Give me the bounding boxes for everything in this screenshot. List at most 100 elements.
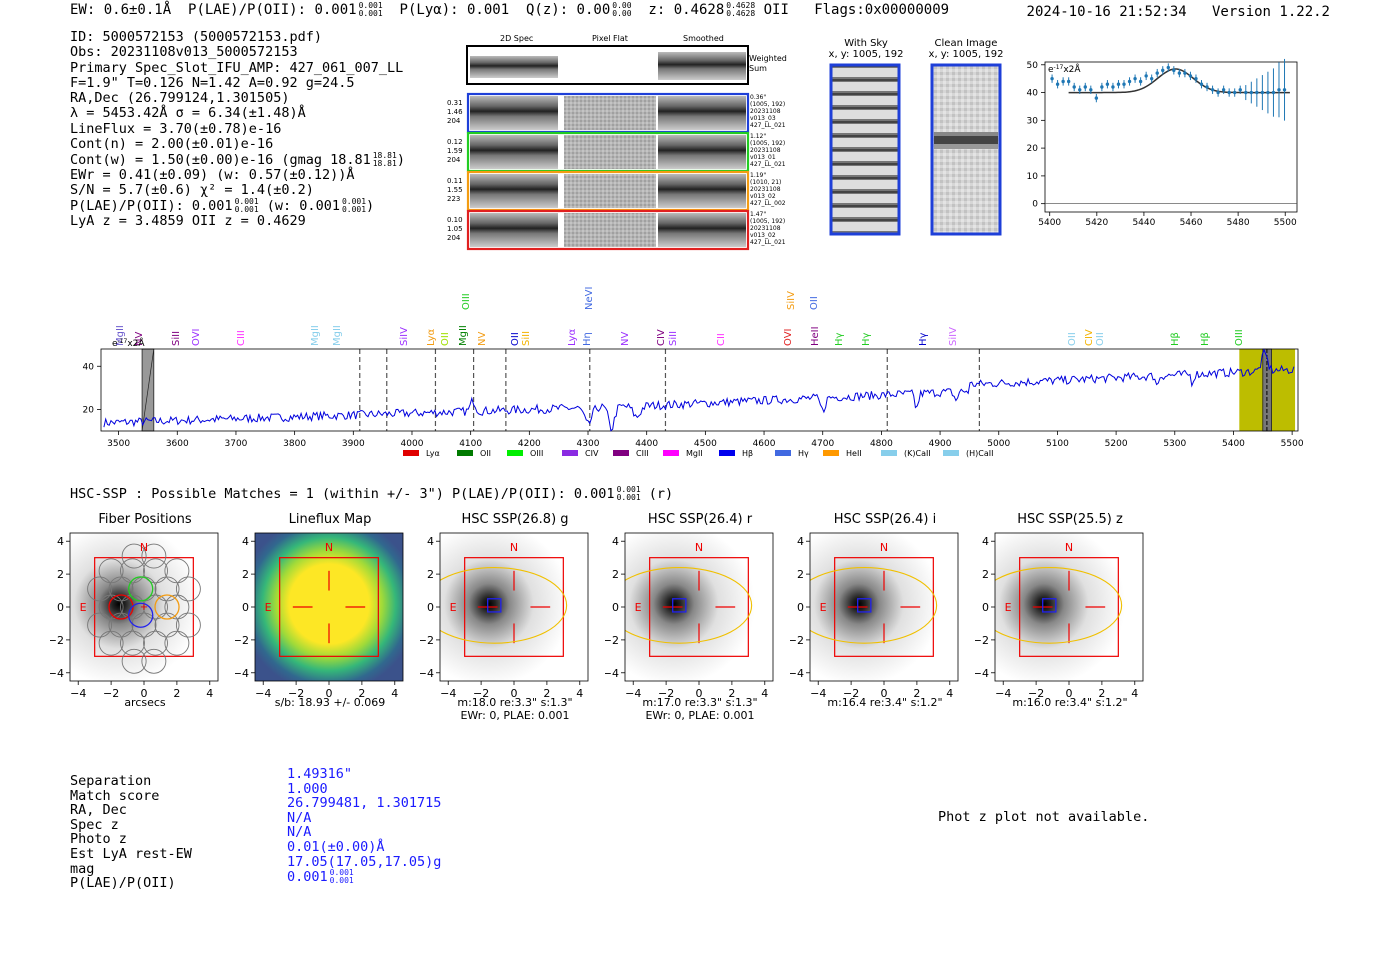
line-fit-point: [1266, 90, 1270, 95]
cutout-2dspec: [470, 96, 558, 130]
line-fit-ytick: 20: [1027, 144, 1039, 154]
info-ewr: EWr = 0.41(±0.09) (w: 0.57(±0.12))Å: [70, 166, 355, 183]
line-fit-xtick: 5420: [1085, 218, 1108, 228]
hsc-caption-line1: m:16.4 re:3.4" s:1.2": [827, 696, 943, 709]
fiber-circle: [98, 630, 124, 656]
cutout-smoothed: [658, 174, 746, 208]
with-sky-coords: x, y: 1005, 192: [828, 49, 904, 60]
north-marker: N: [325, 541, 333, 554]
spectrum-xtick: 4800: [870, 439, 893, 449]
line-fit-point: [1083, 85, 1087, 89]
hsc-xtick: −2: [288, 687, 304, 700]
legend-label: Hβ: [742, 449, 753, 458]
match-value: 26.799481, 1.301715: [287, 795, 442, 812]
match-plae-sup: 0.001: [329, 868, 354, 878]
hsc-title-sub: 0.001: [616, 493, 641, 502]
spectrum-xtick: 5500: [1281, 439, 1304, 449]
hsc-xtick: 2: [358, 687, 365, 700]
info-plae: P(LAE)/P(OII): 0.001 0.001 0.001 (w: 0.001…: [70, 197, 375, 215]
hsc-ytick: −2: [605, 634, 619, 647]
info-contw-sub: 18.81: [372, 159, 397, 169]
spectrum-trace: [103, 348, 1295, 432]
line-fit-point: [1122, 82, 1126, 86]
info-lambda: λ = 5453.42Å σ = 6.34(±1.48)Å: [70, 105, 306, 122]
header-qz-sub: 0.00: [612, 9, 632, 18]
spectrum-xtick: 5400: [1222, 439, 1245, 449]
info-slot: Primary Spec_Slot_IFU_AMP: 427_061_007_L…: [70, 59, 404, 76]
header-z-line: OII: [763, 2, 789, 18]
info-radec: RA,Dec (26.799124,1.301505): [70, 90, 290, 107]
spectrum-xtick: 3600: [166, 439, 189, 449]
hsc-title-suffix: (r): [648, 486, 674, 502]
line-fit-point: [1216, 90, 1220, 95]
spectrum-xtick: 4100: [459, 439, 482, 449]
hsc-panel-caption: s/b: 18.93 +/- 0.069: [245, 696, 415, 709]
legend-swatch: [775, 450, 791, 456]
source-box: [1042, 598, 1057, 613]
header-flags: Flags:0x00000009: [814, 2, 950, 18]
info-plae-sup: 0.001: [234, 197, 259, 207]
cutout-row-left-label: 0.12 1.59 204: [447, 138, 463, 164]
hsc-ytick: −4: [420, 667, 434, 680]
north-marker: N: [880, 541, 888, 554]
clean-image-coords: x, y: 1005, 192: [928, 49, 1004, 60]
line-fit-point: [1127, 79, 1132, 84]
fiber-highlight: [108, 594, 134, 620]
line-fit-point: [1050, 76, 1054, 81]
east-marker: E: [1005, 601, 1012, 614]
line-fit-point: [1205, 85, 1209, 89]
line-fit-point: [1199, 82, 1204, 86]
match-label: Photo z: [70, 831, 127, 848]
match-value: N/A: [287, 824, 312, 841]
hsc-panel-image: N E 4 2 0 −2 −4 −4 −2 0 2 4: [420, 532, 589, 700]
fiber-circle: [120, 558, 145, 584]
north-marker: N: [1065, 541, 1073, 554]
header-plya: P(Lyα): 0.001: [399, 2, 510, 18]
line-fit-ytick: 40: [1027, 89, 1039, 99]
fiber-highlight: [154, 594, 180, 620]
line-fit-point: [1066, 79, 1071, 84]
hsc-xtick: −4: [440, 687, 456, 700]
hsc-ytick: −4: [235, 667, 249, 680]
line-fit-axes: [1044, 61, 1298, 213]
spectrum-ylabel: e-17x2Å: [112, 337, 145, 349]
hsc-ytick: 2: [242, 568, 249, 581]
north-marker: N: [695, 541, 703, 554]
cutout-pixelflat: [564, 213, 656, 247]
hsc-panel-caption: m:17.0 re:3.3" s:1.3" EWr: 0, PLAE: 0.001: [615, 696, 785, 722]
cutouts-panel: 2D Spec Pixel Flat Smoothed Weighted Sum…: [440, 32, 800, 257]
line-fit-xtick: 5400: [1038, 218, 1061, 228]
line-fit-xtick: 5460: [1180, 218, 1203, 228]
line-fit-point: [1282, 88, 1287, 92]
hsc-xtick: 4: [391, 687, 398, 700]
hsc-title-sup: 0.001: [616, 485, 641, 494]
legend-swatch: [403, 450, 419, 456]
header-plae: P(LAE)/P(OII): 0.001: [188, 2, 357, 18]
header-right: 2024-10-16 21:52:34 Version 1.22.2: [1027, 4, 1330, 20]
spectrum-xtick: 4000: [401, 439, 424, 449]
hsc-panel-caption: arcsecs: [60, 696, 230, 709]
legend-label: CIII: [636, 449, 649, 458]
fiber-circle: [175, 612, 201, 638]
match-label: P(LAE)/P(OII): [70, 875, 176, 892]
hsc-panel-title: HSC SSP(25.5) z: [1017, 512, 1123, 527]
hsc-ytick: −2: [420, 634, 434, 647]
hsc-xtick: 0: [1066, 687, 1073, 700]
sky-images: [829, 63, 1002, 236]
spectrum-axes: [100, 348, 1299, 432]
hsc-xtick: −4: [70, 687, 86, 700]
hsc-caption-line1: m:18.0 re:3.3" s:1.3": [457, 696, 573, 709]
galaxy-ellipse: [625, 566, 753, 644]
hsc-xtick: −2: [843, 687, 859, 700]
fiber-circle: [141, 543, 167, 569]
spectrum-xtick: 5200: [1105, 439, 1128, 449]
spectrum-xtick: 4500: [694, 439, 717, 449]
line-fit-point: [1210, 88, 1215, 92]
line-fit-point: [1138, 79, 1143, 84]
hsc-ytick: −2: [50, 634, 64, 647]
galaxy-ellipse: [810, 566, 938, 644]
hsc-title-text: HSC-SSP : Possible Matches = 1 (within +…: [70, 486, 615, 502]
line-fit-point: [1155, 71, 1159, 75]
fiber-circle: [121, 543, 147, 569]
line-fit-point: [1233, 90, 1237, 95]
